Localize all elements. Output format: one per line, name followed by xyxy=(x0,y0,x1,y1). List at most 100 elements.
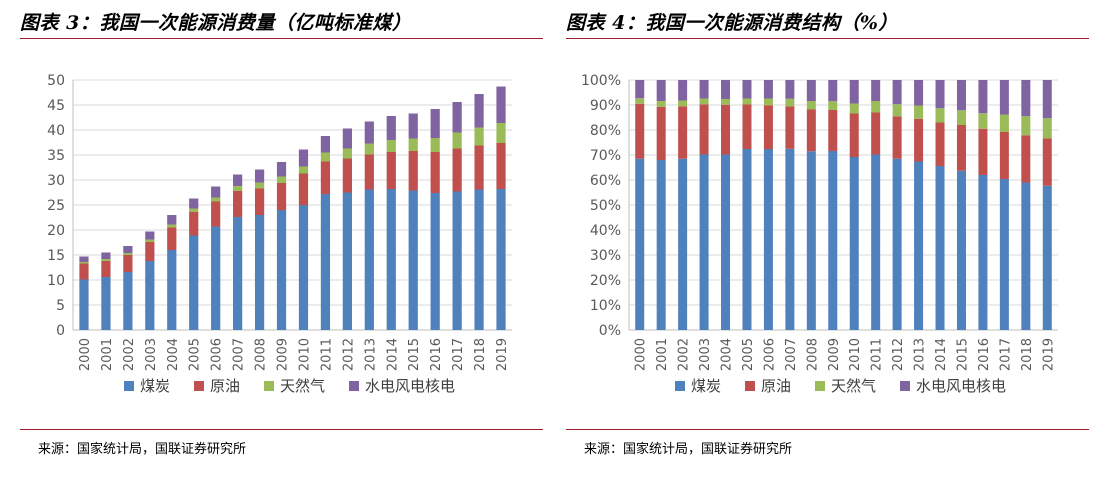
bar-segment xyxy=(101,259,111,261)
structure-chart: 0% 10% 20% 30% 40% 50% 60% 70% 80% 90% 100% 2000 200… xyxy=(581,73,1058,395)
bar-segment xyxy=(892,116,902,159)
bar-segment xyxy=(656,160,666,330)
bar-segment xyxy=(101,277,111,330)
bar-segment xyxy=(123,246,133,253)
panel-energy-consumption: 图表 3：我国一次能源消费量（亿吨标准煤） 0 5 10 15 20 25 30 35 40 45… xyxy=(20,0,564,479)
bar-segment xyxy=(254,215,265,330)
bar-segment xyxy=(211,186,221,198)
bar-segment xyxy=(635,158,645,330)
bar-segment xyxy=(656,80,666,101)
title-divider xyxy=(20,38,543,39)
bar-segment xyxy=(978,113,988,129)
bar-segment xyxy=(430,193,440,330)
bar-segment xyxy=(342,148,352,159)
bar-segment xyxy=(978,175,988,330)
bar-segment xyxy=(871,112,881,155)
bar-segment xyxy=(785,148,795,330)
bar-segment xyxy=(101,252,111,259)
bar-segment xyxy=(699,104,709,155)
source-divider xyxy=(20,429,543,430)
bar-segment xyxy=(721,104,731,155)
bar-segment xyxy=(342,128,352,149)
bar-segment xyxy=(1042,185,1052,330)
bar-segment xyxy=(298,149,309,167)
bar-segment xyxy=(742,80,752,99)
bar-segment xyxy=(211,201,221,227)
y-tick-label: 20% xyxy=(590,273,621,289)
bar-segment xyxy=(828,151,838,330)
y-tick-label: 40% xyxy=(590,223,621,239)
bar-segment xyxy=(254,188,265,215)
y-tick-label: 30% xyxy=(590,248,621,264)
bar-segment xyxy=(978,80,988,114)
bar-segment xyxy=(849,80,859,104)
bar-segment xyxy=(678,106,688,159)
x-tick-label: 2017 xyxy=(451,338,466,371)
bar-segment xyxy=(1042,80,1052,119)
bar-segment xyxy=(386,140,396,152)
legend-label: 水电风电核电 xyxy=(916,377,1006,395)
bar-segment xyxy=(233,174,243,186)
bar-segment xyxy=(320,136,331,153)
bar-segment xyxy=(806,101,816,110)
x-tick-label: 2010 xyxy=(297,338,312,371)
x-tick-label: 2019 xyxy=(1041,338,1056,371)
bar-segment xyxy=(656,101,666,107)
x-tick-label: 2008 xyxy=(805,338,820,371)
bar-segment xyxy=(167,227,177,250)
bar-segment xyxy=(635,80,645,99)
bar-segment xyxy=(978,128,988,175)
bar-segment xyxy=(408,138,418,151)
x-tick-label: 2002 xyxy=(677,338,692,371)
legend-swatch xyxy=(745,381,755,391)
bar-segment xyxy=(742,98,752,105)
x-tick-label: 2005 xyxy=(188,338,203,371)
bar-segment xyxy=(189,208,199,212)
bar-segment xyxy=(806,80,816,101)
bar-segment xyxy=(678,80,688,101)
y-tick-label: 50% xyxy=(590,198,621,214)
x-tick-label: 2011 xyxy=(319,338,334,371)
bar-segment xyxy=(298,205,309,330)
y-tick-label: 10 xyxy=(47,273,65,289)
bar-segment xyxy=(849,113,859,157)
bar-segment xyxy=(763,105,773,149)
bar-segment xyxy=(123,255,133,272)
bar-segment xyxy=(785,98,795,107)
source-divider xyxy=(566,429,1089,430)
x-tick-label: 2004 xyxy=(720,338,735,371)
bar-segment xyxy=(914,161,924,330)
bar-segment xyxy=(742,104,752,149)
bar-segment xyxy=(892,158,902,330)
legend-label: 水电风电核电 xyxy=(365,377,455,395)
legend-swatch xyxy=(124,381,134,391)
y-tick-label: 40 xyxy=(47,123,65,139)
bar-segment xyxy=(342,192,352,330)
bar-segment xyxy=(408,113,418,139)
x-tick-label: 2005 xyxy=(741,338,756,371)
x-tick-label: 2008 xyxy=(254,338,269,371)
x-tick-label: 2015 xyxy=(955,338,970,371)
legend-swatch xyxy=(194,381,204,391)
y-tick-label: 60% xyxy=(590,173,621,189)
bar-segment xyxy=(254,182,265,189)
x-tick-label: 2019 xyxy=(495,338,510,371)
x-tick-label: 2012 xyxy=(341,338,356,371)
bar-segment xyxy=(742,149,752,330)
bar-segment xyxy=(892,80,902,105)
bar-segment xyxy=(935,80,945,109)
bar-segment xyxy=(79,263,89,280)
bar-segment xyxy=(430,138,440,152)
y-tick-label: 10% xyxy=(590,298,621,314)
bar-segment xyxy=(892,104,902,117)
bar-segment xyxy=(342,158,352,193)
bar-segment xyxy=(101,261,111,277)
x-tick-label: 2016 xyxy=(977,338,992,371)
bar-segment xyxy=(828,80,838,102)
bar-segment xyxy=(233,191,243,217)
bar-segment xyxy=(386,116,396,140)
x-tick-label: 2013 xyxy=(363,338,378,371)
bar-segment xyxy=(699,154,709,330)
x-tick-label: 2014 xyxy=(934,338,949,371)
x-tick-label: 2010 xyxy=(848,338,863,371)
